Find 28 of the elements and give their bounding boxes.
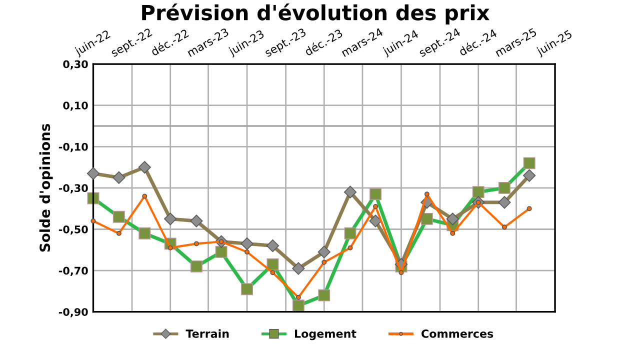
point [270, 270, 276, 276]
legend-label: Logement [295, 330, 356, 340]
point [526, 206, 532, 212]
y-tick-label: 0,10 [63, 102, 88, 111]
point [244, 249, 250, 254]
y-tick-label: -0,90 [58, 308, 88, 318]
point [398, 270, 404, 276]
point [322, 260, 327, 265]
y-tick-label: -0,10 [58, 142, 88, 152]
y-tick-label: 0,30 [63, 60, 88, 70]
chart-title: Prévision d'évolution des prix [142, 4, 490, 24]
point [142, 194, 148, 199]
legend-label: Commerces [422, 329, 494, 338]
y-tick-label: -0,50 [58, 225, 88, 235]
y-axis-title: Solde d'opinions [39, 124, 53, 252]
point [450, 230, 456, 236]
y-tick-label: -0,70 [58, 266, 88, 276]
point [424, 192, 430, 197]
point [373, 204, 378, 210]
point [90, 218, 96, 224]
point [116, 230, 122, 236]
point [168, 245, 173, 250]
point [348, 245, 353, 250]
y-tick-label: -0,30 [58, 184, 88, 194]
legend-label: Terrain [186, 329, 229, 338]
point [296, 294, 301, 300]
point [502, 224, 507, 230]
point [194, 241, 199, 246]
